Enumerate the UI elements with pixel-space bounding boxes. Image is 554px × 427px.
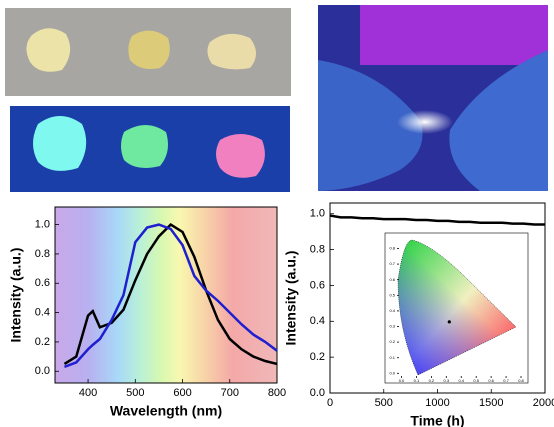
y-tick-label: 0.8 <box>310 244 325 256</box>
y-tick-label: 1.0 <box>310 208 325 220</box>
y-tick-label: 0.2 <box>389 339 395 344</box>
x-tick-label: 1500 <box>479 397 503 409</box>
y-tick-label: 0.6 <box>389 277 395 282</box>
y-axis-label: Intensity (a.u.) <box>8 248 24 343</box>
x-tick-label: 400 <box>79 387 97 399</box>
x-tick-label: 1000 <box>425 397 449 409</box>
y-tick-label: 0.5 <box>389 292 395 297</box>
photo-uv <box>10 106 290 192</box>
x-tick-label: 0.0 <box>399 378 405 383</box>
series-line <box>330 216 545 225</box>
y-tick-label: 0.4 <box>35 307 50 319</box>
x-tick-label: 0.3 <box>444 378 450 383</box>
y-tick-label: 0.0 <box>35 365 50 377</box>
y-tick-label: 0.6 <box>35 277 50 289</box>
x-tick-label: 600 <box>173 387 191 399</box>
x-tick-label: 0.5 <box>473 378 479 383</box>
y-tick-label: 1.0 <box>35 219 50 231</box>
y-axis-label: Intensity (a.u.) <box>283 251 299 346</box>
y-tick-label: 0.2 <box>35 336 50 348</box>
y-tick-label: 0.4 <box>310 315 325 327</box>
y-tick-label: 0.6 <box>310 279 325 291</box>
y-tick-label: 0.0 <box>310 387 325 399</box>
x-axis-label: Wavelength (nm) <box>110 403 222 419</box>
figure: 400 500 600 700 800 0.0 0.2 0.4 0.6 0.8 1.0 Wavelen… <box>0 0 554 427</box>
spectrum-background <box>55 207 277 383</box>
x-tick-label: 0.8 <box>518 378 524 383</box>
x-tick-label: 0.7 <box>503 378 509 383</box>
x-tick-label: 800 <box>268 387 286 399</box>
x-tick-label: 500 <box>126 387 144 399</box>
y-tick-label: 0.8 <box>35 248 50 260</box>
y-tick-label: 0.2 <box>310 351 325 363</box>
x-tick-label: 0.2 <box>429 378 435 383</box>
y-tick-label: 0.3 <box>389 324 395 329</box>
x-tick-label: 0.4 <box>458 378 464 383</box>
x-tick-label: 700 <box>221 387 239 399</box>
y-tick-label: 0.7 <box>389 261 395 266</box>
photo-flexible <box>318 5 548 191</box>
x-tick-label: 0.6 <box>488 378 494 383</box>
x-tick-label: 500 <box>375 397 393 409</box>
y-tick-label: 0.1 <box>389 355 395 360</box>
x-tick-label: 0 <box>327 397 333 409</box>
x-axis-label: Time (h) <box>410 413 464 427</box>
y-tick-label: 0.0 <box>389 370 395 375</box>
cie-point <box>448 320 451 323</box>
x-tick-label: 0.1 <box>414 378 420 383</box>
y-tick-label: 0.4 <box>389 308 395 313</box>
y-tick-label: 0.8 <box>389 246 395 251</box>
photo-daylight <box>5 8 291 96</box>
